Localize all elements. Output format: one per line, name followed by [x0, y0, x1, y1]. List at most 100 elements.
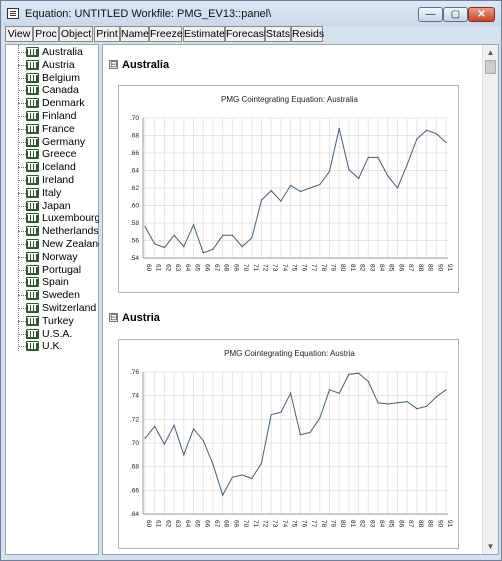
tree-item[interactable]: New Zealand — [6, 238, 104, 251]
tree-item-label: Spain — [42, 276, 69, 289]
x-tick-label: 60 — [145, 264, 152, 272]
x-tick-label: 80 — [339, 520, 346, 528]
tree-item-label: Sweden — [42, 289, 80, 302]
tree-item[interactable]: Norway — [6, 251, 100, 264]
proc-button[interactable]: Proc — [33, 26, 59, 42]
y-tick-label: .62 — [130, 185, 139, 192]
tree-item[interactable]: Spain — [6, 276, 100, 289]
tree-connector — [18, 167, 26, 169]
x-tick-label: 63 — [174, 520, 181, 528]
title-bar[interactable]: Equation: UNTITLED Workfile: PMG_EV13::p… — [1, 1, 501, 26]
tree-item[interactable]: Italy — [6, 187, 100, 200]
data-point — [241, 474, 243, 476]
name-button[interactable]: Name — [120, 26, 150, 42]
window-title: Equation: UNTITLED Workfile: PMG_EV13::p… — [25, 8, 272, 20]
data-point — [435, 396, 437, 398]
tree-item-label: Switzerland — [42, 302, 97, 314]
window-menu-icon[interactable] — [7, 8, 19, 19]
tree-item[interactable]: Ireland — [6, 174, 100, 187]
data-point — [173, 424, 175, 426]
object-button[interactable]: Object — [59, 26, 93, 42]
y-tick-label: .64 — [130, 511, 139, 518]
tree-item[interactable]: Germany — [6, 136, 100, 149]
vertical-scrollbar[interactable]: ▲ ▼ — [482, 45, 498, 554]
data-point — [319, 183, 321, 186]
object-toolbar: View Proc Object Print Name Freeze Estim… — [5, 26, 499, 43]
print-button[interactable]: Print — [94, 26, 120, 42]
data-point — [328, 389, 331, 391]
y-tick-label: .66 — [130, 487, 139, 494]
scroll-down-icon[interactable]: ▼ — [486, 542, 495, 551]
data-point — [202, 252, 204, 254]
tree-connector — [18, 244, 26, 245]
tree-item[interactable]: Denmark — [6, 97, 100, 110]
series-icon — [26, 162, 39, 173]
tree-item[interactable]: Belgium — [6, 72, 100, 85]
chart-austria: PMG Cointegrating Equation: Austria .64 .6… — [118, 339, 459, 549]
tree-item-label: Denmark — [42, 97, 85, 110]
y-tick-label: .74 — [130, 393, 139, 400]
tree-item[interactable]: Sweden — [6, 289, 100, 302]
data-point — [192, 224, 195, 226]
tree-item[interactable]: Portugal — [6, 264, 100, 277]
data-point — [445, 141, 447, 144]
collapse-austria-toggle[interactable]: ⊟ — [109, 312, 118, 322]
tree-item-label: Netherlands — [42, 225, 99, 238]
forecast-button[interactable]: Forecast — [225, 26, 267, 42]
y-tick-label: .72 — [130, 416, 139, 423]
data-point — [377, 156, 379, 158]
tree-item[interactable]: Switzerland — [6, 302, 100, 315]
close-button[interactable]: ✕ — [468, 7, 495, 22]
freeze-button[interactable]: Freeze — [149, 26, 183, 42]
x-tick-label: 74 — [281, 520, 288, 528]
chart-title: PMG Cointegrating Equation: Australia — [221, 95, 359, 104]
data-point — [319, 417, 321, 419]
tree-connector — [18, 154, 26, 156]
y-tick-label: .68 — [130, 133, 139, 140]
scroll-up-icon[interactable]: ▲ — [486, 48, 495, 57]
tree-connector — [18, 128, 26, 130]
data-point — [260, 199, 263, 201]
data-point — [231, 234, 233, 236]
y-tick-label: .68 — [130, 464, 139, 471]
series-icon — [26, 111, 39, 121]
tree-item[interactable]: Iceland — [6, 161, 100, 174]
tree-item[interactable]: U.S.A. — [6, 328, 100, 341]
data-point — [406, 400, 408, 403]
tree-item[interactable]: Greece — [6, 148, 100, 161]
resids-button[interactable]: Resids — [291, 26, 325, 42]
tree-item[interactable]: Austria — [6, 59, 100, 72]
series-icon — [26, 328, 39, 339]
series-icon — [26, 264, 39, 275]
tree-item[interactable]: Canada — [6, 84, 100, 97]
maximize-button[interactable]: ▢ — [443, 7, 468, 22]
data-point — [260, 462, 263, 464]
y-tick-label: .60 — [130, 203, 139, 210]
x-tick-label: 76 — [300, 264, 307, 272]
tree-connector — [18, 141, 26, 143]
collapse-australia-toggle[interactable]: ⊟ — [109, 59, 118, 69]
tree-item[interactable]: Finland — [6, 110, 100, 123]
tree-item[interactable]: Turkey — [6, 315, 100, 328]
data-point — [154, 425, 156, 428]
scroll-thumb[interactable] — [485, 60, 496, 74]
view-button[interactable]: View — [5, 26, 33, 42]
tree-item[interactable]: U.K. — [6, 340, 100, 353]
estimate-button[interactable]: Estimate — [183, 26, 225, 42]
chart-austria-svg: PMG Cointegrating Equation: Austria .64 .6… — [130, 349, 453, 528]
x-tick-label: 90 — [436, 264, 443, 272]
data-point — [251, 477, 253, 480]
stats-button[interactable]: Stats — [265, 26, 291, 42]
tree-item[interactable]: Luxembourg — [6, 212, 100, 225]
series-icon — [26, 98, 39, 109]
x-tick-label: 72 — [262, 520, 269, 528]
tree-item[interactable]: Japan — [6, 200, 100, 213]
data-point — [377, 402, 379, 404]
tree-item[interactable]: Netherlands — [6, 225, 100, 238]
series-icon — [26, 123, 39, 134]
minimize-button[interactable]: — — [418, 7, 443, 22]
tree-item[interactable]: France — [6, 123, 100, 136]
x-tick-label: 89 — [427, 520, 434, 528]
tree-item[interactable]: Australia — [6, 46, 100, 59]
pane-splitter[interactable] — [99, 44, 103, 555]
